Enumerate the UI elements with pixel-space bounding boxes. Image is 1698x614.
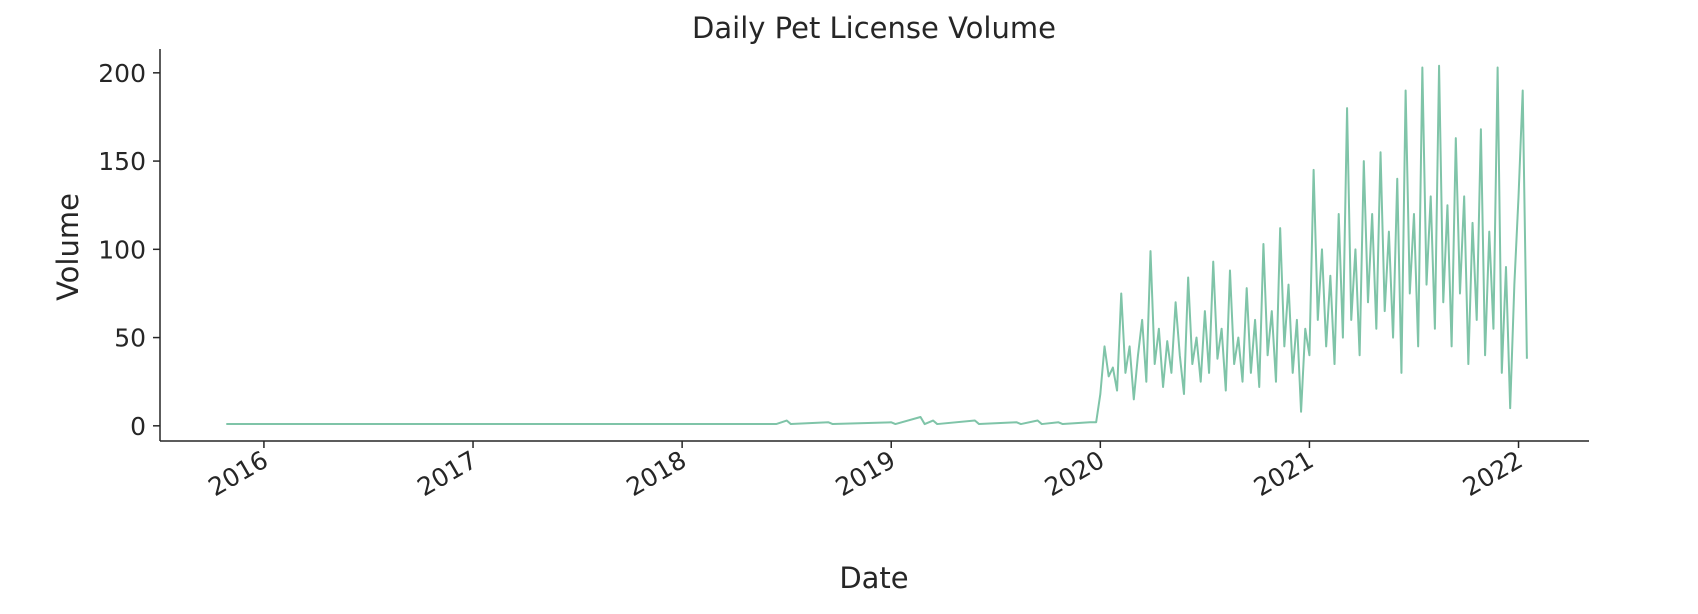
y-axis-label: Volume <box>51 193 85 301</box>
y-tick-label: 150 <box>98 147 146 176</box>
chart-title: Daily Pet License Volume <box>692 11 1056 45</box>
data-line <box>226 64 1528 426</box>
x-tick-label: 2020 <box>1040 445 1110 502</box>
y-tick-label: 0 <box>130 412 146 441</box>
x-tick-label: 2021 <box>1249 445 1319 502</box>
x-tick-label: 2017 <box>412 445 482 502</box>
y-tick-label: 200 <box>98 59 146 88</box>
x-tick-label: 2022 <box>1458 445 1528 502</box>
x-tick-label: 2018 <box>622 445 692 502</box>
y-tick-label: 100 <box>98 235 146 264</box>
y-tick-label: 50 <box>114 324 146 353</box>
x-tick-label: 2019 <box>831 445 901 502</box>
x-axis-label: Date <box>839 561 908 595</box>
x-tick-label: 2016 <box>203 445 273 502</box>
